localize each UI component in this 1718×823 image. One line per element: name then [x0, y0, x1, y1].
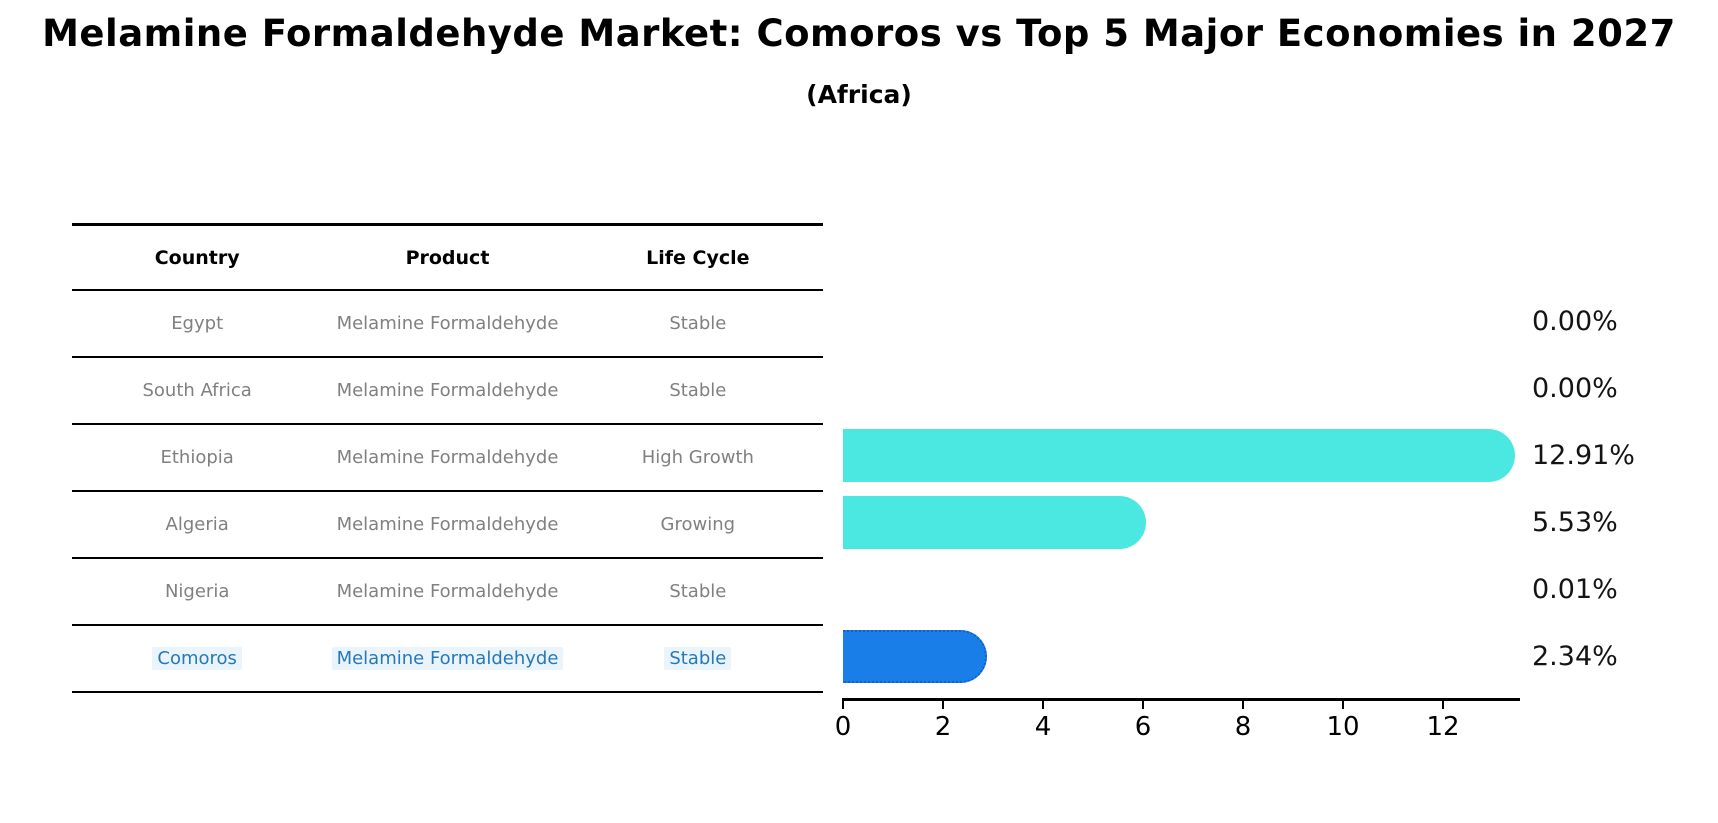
x-tick-mark — [1341, 698, 1345, 709]
country-cell: Ethiopia — [160, 447, 234, 468]
product-cell: Melamine Formaldehyde — [336, 581, 559, 602]
x-tick-mark — [841, 698, 845, 709]
table-row: Nigeria Melamine Formaldehyde Stable — [72, 559, 823, 626]
bar-comoros — [843, 630, 987, 683]
x-tick-mark — [1241, 698, 1245, 709]
chart-title: Melamine Formaldehyde Market: Comoros vs… — [42, 12, 1676, 55]
x-tick-label: 8 — [1234, 712, 1252, 742]
product-cell: Melamine Formaldehyde — [336, 313, 559, 334]
x-tick-mark — [941, 698, 945, 709]
table-row: Comoros Melamine Formaldehyde Stable — [72, 626, 823, 693]
value-label: 0.00% — [1532, 305, 1618, 337]
x-tick-label: 0 — [834, 712, 852, 742]
table-header-row: Country Product Life Cycle — [72, 226, 823, 291]
country-cell: South Africa — [142, 380, 252, 401]
value-label: 12.91% — [1532, 439, 1635, 471]
table-row: South Africa Melamine Formaldehyde Stabl… — [72, 358, 823, 425]
table-row: Egypt Melamine Formaldehyde Stable — [72, 291, 823, 358]
country-cell: Egypt — [171, 313, 224, 334]
product-cell: Melamine Formaldehyde — [336, 380, 559, 401]
value-label: 0.01% — [1532, 573, 1618, 605]
table-row: Algeria Melamine Formaldehyde Growing — [72, 492, 823, 559]
x-tick-mark — [1041, 698, 1045, 709]
x-tick-label: 12 — [1426, 712, 1460, 742]
life-cycle-cell: Stable — [669, 581, 727, 602]
product-cell: Melamine Formaldehyde — [336, 514, 559, 535]
x-tick-mark — [1441, 698, 1445, 709]
table-rows: Egypt Melamine Formaldehyde Stable South… — [72, 291, 823, 693]
life-cycle-cell: Stable — [573, 647, 823, 670]
bar-algeria — [843, 496, 1146, 549]
country-cell: Algeria — [165, 514, 229, 535]
life-cycle-cell: Growing — [660, 514, 736, 535]
life-cycle-cell: Stable — [669, 313, 727, 334]
table-header-life-cycle: Life Cycle — [646, 246, 750, 269]
country-cell: Nigeria — [164, 581, 230, 602]
table-header-product: Product — [405, 246, 490, 269]
table-header-country: Country — [154, 246, 240, 269]
x-tick-mark — [1141, 698, 1145, 709]
x-tick-label: 6 — [1134, 712, 1152, 742]
x-tick-label: 4 — [1034, 712, 1052, 742]
product-cell: Melamine Formaldehyde — [336, 447, 559, 468]
country-table: Country Product Life Cycle Egypt Melamin… — [72, 223, 823, 693]
life-cycle-cell: Stable — [669, 380, 727, 401]
value-label: 5.53% — [1532, 506, 1618, 538]
x-tick-label: 2 — [934, 712, 952, 742]
bar-ethiopia — [843, 429, 1515, 482]
x-tick-label: 10 — [1326, 712, 1360, 742]
table-row: Ethiopia Melamine Formaldehyde High Grow… — [72, 425, 823, 492]
country-cell: Comoros — [72, 647, 322, 670]
value-label: 2.34% — [1532, 640, 1618, 672]
chart-subtitle: (Africa) — [806, 80, 912, 109]
life-cycle-cell: High Growth — [641, 447, 754, 468]
x-axis-line — [843, 698, 1520, 701]
product-cell: Melamine Formaldehyde — [322, 647, 572, 670]
value-label: 0.00% — [1532, 372, 1618, 404]
